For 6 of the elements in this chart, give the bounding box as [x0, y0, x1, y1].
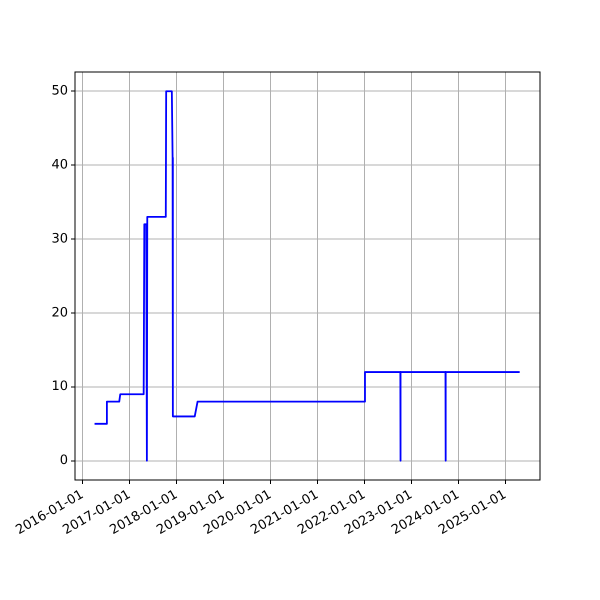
y-tick-label: 10	[51, 379, 68, 394]
y-tick-label: 20	[51, 305, 68, 320]
y-tick-label: 0	[60, 453, 68, 468]
y-tick-label: 30	[51, 231, 68, 246]
y-tick-label: 40	[51, 158, 68, 173]
y-tick-label: 50	[51, 84, 68, 99]
